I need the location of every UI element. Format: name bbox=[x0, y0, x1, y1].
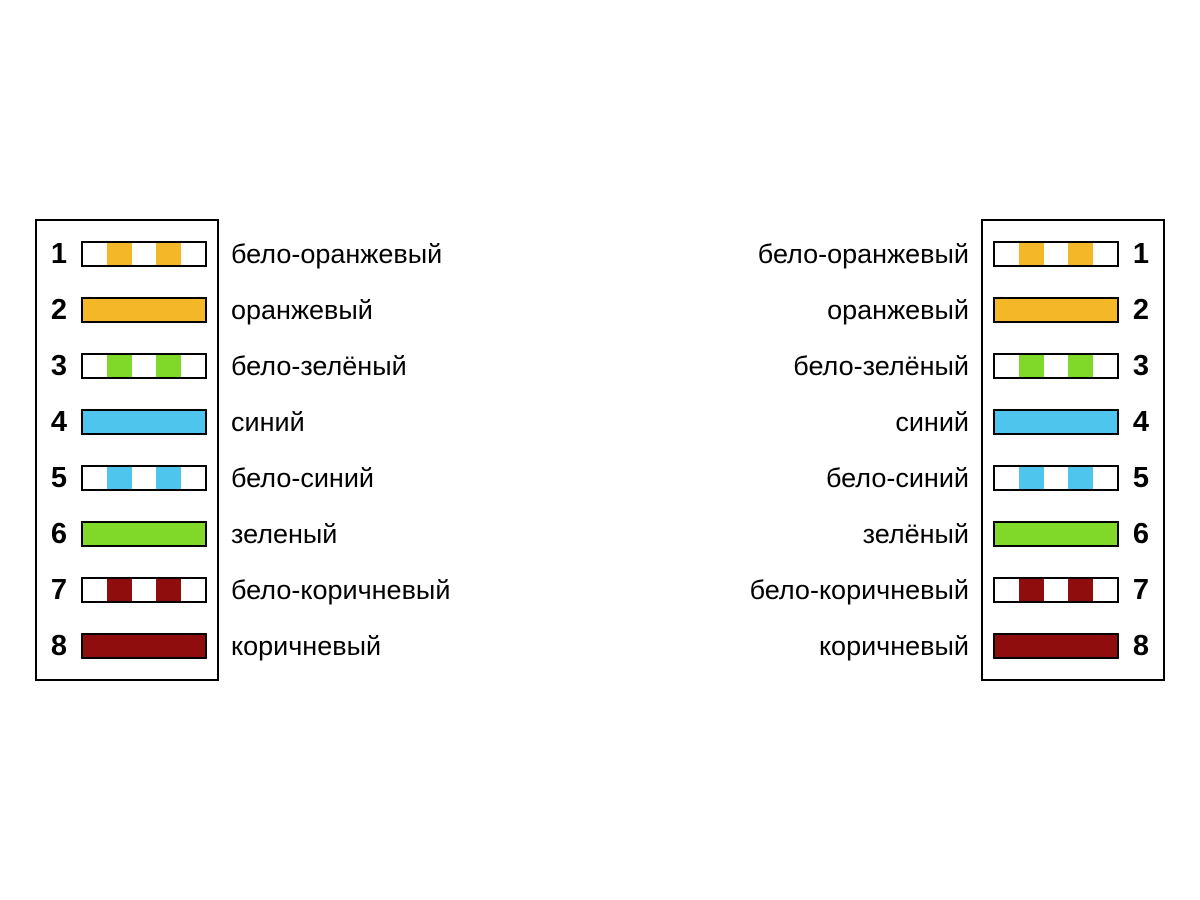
left-group: 1 2 3 4 5 6 7 8 бело-оранжевый оранжевый бело-зел… bbox=[35, 219, 450, 681]
color-swatch bbox=[81, 577, 207, 603]
wire-number: 2 bbox=[47, 294, 71, 327]
left-panel: 1 2 3 4 5 6 7 8 bbox=[35, 219, 219, 681]
color-swatch bbox=[993, 633, 1119, 659]
wire-row: 4 bbox=[47, 405, 207, 439]
right-label-column: бело-оранжевый оранжевый бело-зелёный синий… bbox=[750, 219, 969, 681]
color-swatch bbox=[993, 353, 1119, 379]
wire-label: бело-коричневый bbox=[750, 573, 969, 607]
wire-number: 7 bbox=[1129, 574, 1153, 607]
wire-row: 2 bbox=[47, 293, 207, 327]
wire-label: коричневый bbox=[750, 629, 969, 663]
color-swatch bbox=[993, 521, 1119, 547]
wire-number: 1 bbox=[47, 238, 71, 271]
wire-row: 5 bbox=[993, 461, 1153, 495]
color-swatch bbox=[993, 465, 1119, 491]
wire-number: 8 bbox=[1129, 630, 1153, 663]
wire-row: 4 bbox=[993, 405, 1153, 439]
wire-label: бело-зелёный bbox=[750, 349, 969, 383]
wire-number: 6 bbox=[47, 518, 71, 551]
wire-number: 5 bbox=[47, 462, 71, 495]
wire-label: бело-синий bbox=[750, 461, 969, 495]
diagram-container: 1 2 3 4 5 6 7 8 бело-оранжевый оранжевый бело-зел… bbox=[35, 219, 1165, 681]
wire-label: бело-оранжевый bbox=[231, 237, 450, 271]
wire-label: бело-оранжевый bbox=[750, 237, 969, 271]
color-swatch bbox=[81, 353, 207, 379]
wire-row: 8 bbox=[47, 629, 207, 663]
wire-label: коричневый bbox=[231, 629, 450, 663]
wire-number: 5 bbox=[1129, 462, 1153, 495]
color-swatch bbox=[993, 577, 1119, 603]
wire-number: 3 bbox=[47, 350, 71, 383]
color-swatch bbox=[81, 633, 207, 659]
wire-row: 7 bbox=[993, 573, 1153, 607]
wire-row: 2 bbox=[993, 293, 1153, 327]
wire-label: оранжевый bbox=[750, 293, 969, 327]
wire-number: 2 bbox=[1129, 294, 1153, 327]
wire-row: 8 bbox=[993, 629, 1153, 663]
wire-row: 3 bbox=[993, 349, 1153, 383]
wire-label: зеленый bbox=[231, 517, 450, 551]
wire-number: 8 bbox=[47, 630, 71, 663]
wire-number: 1 bbox=[1129, 238, 1153, 271]
right-panel: 1 2 3 4 5 6 7 8 bbox=[981, 219, 1165, 681]
wire-number: 6 bbox=[1129, 518, 1153, 551]
wire-number: 3 bbox=[1129, 350, 1153, 383]
wire-number: 7 bbox=[47, 574, 71, 607]
color-swatch bbox=[81, 465, 207, 491]
wire-number: 4 bbox=[47, 406, 71, 439]
left-label-column: бело-оранжевый оранжевый бело-зелёный синий… bbox=[231, 219, 450, 681]
color-swatch bbox=[81, 297, 207, 323]
wire-label: синий bbox=[750, 405, 969, 439]
wire-label: синий bbox=[231, 405, 450, 439]
wire-label: бело-коричневый bbox=[231, 573, 450, 607]
wire-label: оранжевый bbox=[231, 293, 450, 327]
wire-row: 6 bbox=[993, 517, 1153, 551]
color-swatch bbox=[81, 241, 207, 267]
wire-label: бело-зелёный bbox=[231, 349, 450, 383]
wire-row: 1 bbox=[993, 237, 1153, 271]
wire-row: 1 bbox=[47, 237, 207, 271]
wire-label: бело-синий bbox=[231, 461, 450, 495]
color-swatch bbox=[81, 409, 207, 435]
wire-label: зелёный bbox=[750, 517, 969, 551]
color-swatch bbox=[81, 521, 207, 547]
color-swatch bbox=[993, 241, 1119, 267]
wire-row: 3 bbox=[47, 349, 207, 383]
right-group: бело-оранжевый оранжевый бело-зелёный синий… bbox=[750, 219, 1165, 681]
wire-number: 4 bbox=[1129, 406, 1153, 439]
wire-row: 5 bbox=[47, 461, 207, 495]
color-swatch bbox=[993, 297, 1119, 323]
color-swatch bbox=[993, 409, 1119, 435]
wire-row: 7 bbox=[47, 573, 207, 607]
wire-row: 6 bbox=[47, 517, 207, 551]
